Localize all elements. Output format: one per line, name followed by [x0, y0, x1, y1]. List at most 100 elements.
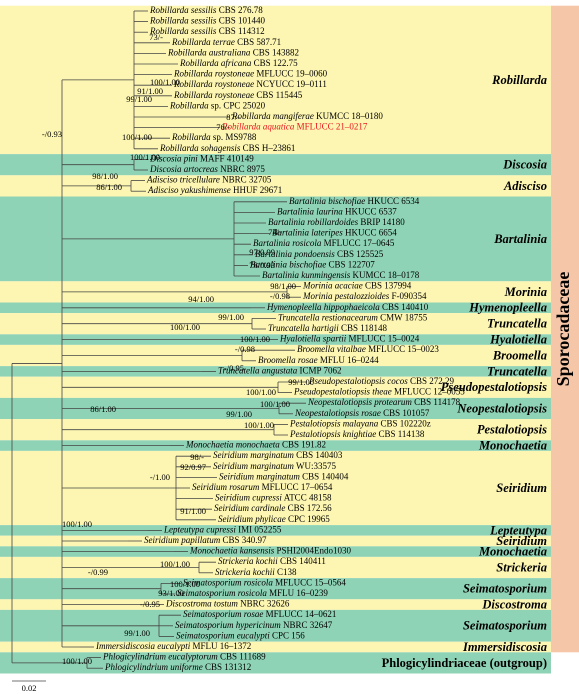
support-value: 86/1.00	[90, 404, 116, 414]
taxon-name: Robillarda mangiferae	[231, 111, 314, 121]
clade-band	[0, 535, 551, 547]
taxon-label: Seiridium rosarum MFLUCC 17–0654	[192, 482, 333, 492]
taxon-name: Seiridium marginatum	[213, 461, 294, 471]
taxon-name: Discosia artocreas	[149, 164, 218, 174]
taxon-label: Bartalinia bischofiae CBS 122707	[250, 259, 375, 269]
scale-label: 0.02	[22, 683, 37, 693]
support-value: 100/1.00	[170, 322, 200, 332]
taxon-name: Monochaetia monochaeta	[185, 440, 280, 450]
strain: MFLUCC 17–0645	[324, 238, 395, 248]
strain: HKUCC 6534	[368, 196, 420, 206]
clade-label: Morinia	[504, 285, 547, 299]
taxon-name: Robillarda roystoneae	[173, 79, 254, 89]
taxon-label: Morinia acaciae CBS 137994	[302, 281, 412, 291]
strain: CBS 118148	[341, 323, 387, 333]
support-value: 99/1.00	[126, 94, 152, 104]
strain: CBS 131312	[205, 662, 251, 672]
taxon-label: Neopestalotiopsis protearum CBS 114178	[307, 397, 461, 407]
taxon-name: Seimatosporium rosicola	[177, 588, 267, 598]
strain: CBS 101440	[219, 16, 266, 26]
taxon-name: Broomella vitalbae	[297, 344, 366, 354]
strain: CBS 143882	[253, 47, 299, 57]
strain: MFLU 16–1372	[192, 641, 251, 651]
taxon-label: Bartalinia robillardoides BRIP 14180	[268, 217, 405, 227]
taxon-name: Seimatosporium eucalypti	[176, 630, 270, 640]
taxon-label: Discosia artocreas NBRC 8975	[149, 164, 265, 174]
strain: CMW 18755	[380, 312, 428, 322]
clade-label: Phlogicylindriaceae (outgroup)	[382, 656, 547, 670]
clade-label: Immersidiscosia	[462, 640, 547, 654]
taxon-name: Monochaetia kansensis	[189, 546, 275, 556]
taxon-name: Pseudopestalotiopsis theae	[293, 387, 392, 397]
taxon-label: Bartalinia bischofiae HKUCC 6534	[289, 196, 420, 206]
taxon-name: Seiridium cardinale	[214, 503, 285, 513]
strain: MFLUCC 15–0023	[368, 344, 439, 354]
support-value: 87/-	[226, 112, 240, 122]
taxon-name: Discosia pini	[149, 153, 198, 163]
support-value: 98/1.00	[270, 281, 296, 291]
taxon-label: Monochaetia monochaeta CBS 191.82	[185, 440, 326, 450]
strain: CBS 140404	[302, 471, 349, 481]
strain: F-090354	[392, 291, 428, 301]
clade-band	[0, 578, 551, 600]
taxon-name: Bartalinia pondoensis	[255, 249, 335, 259]
support-value: -/1.00	[150, 472, 170, 482]
strain: CBS 191.82	[282, 440, 326, 450]
taxon-name: Seiridium rosarum	[192, 482, 260, 492]
taxon-name: Neopestalotiopsis protearum	[307, 397, 412, 407]
taxon-name: Seiridium cupressi	[215, 493, 282, 503]
taxon-name: Robillarda roystoneae	[173, 69, 254, 79]
strain: MFLU 16–0244	[320, 355, 379, 365]
clade-band	[0, 599, 551, 610]
family-label: Sporocadaceae	[553, 272, 573, 387]
support-value: 100/1.00	[130, 152, 160, 162]
taxon-name: Bartalinia kunmingensis	[262, 270, 351, 280]
strain: CBS 140411	[280, 556, 326, 566]
strain: MFLU 16–0239	[269, 588, 328, 598]
taxon-label: Seiridium marginatum CBS 140403	[213, 450, 343, 460]
support-value: 100/1.00	[260, 399, 290, 409]
clade-label: Truncatella	[487, 364, 547, 378]
taxon-label: Monochaetia kansensis PSHI2004Endo1030	[189, 546, 351, 556]
clade-band	[0, 302, 551, 314]
taxon-name: Adisciso tricellulare	[146, 175, 220, 185]
taxon-label: Seiridium cupressi ATCC 48158	[215, 493, 332, 503]
strain: CPC 19965	[288, 514, 330, 524]
taxon-label: Seimatosporium eucalypti CPC 156	[176, 630, 305, 640]
strain: CBS 111689	[220, 652, 266, 662]
taxon-label: Seiridium papillatum CBS 340.97	[144, 535, 267, 545]
strain: CBS 125525	[337, 249, 384, 259]
taxon-name: Seimatosporium hypericinum	[175, 620, 281, 630]
taxon-name: Phlogicylindrium eucalyptorum	[102, 652, 218, 662]
support-value: 86/1.00	[96, 182, 122, 192]
taxon-name: Adisciso yakushimense	[147, 185, 231, 195]
strain: PSHI2004Endo1030	[276, 546, 351, 556]
taxon-name: Morinia acaciae	[302, 281, 363, 291]
clade-label: Seimatosporium	[463, 619, 547, 633]
taxon-name: Bartalinia lateripes	[272, 228, 343, 238]
strain: MFLUCC 12–0055	[394, 387, 465, 397]
taxon-name: Bartalinia laurina	[277, 206, 343, 216]
strain: CBS 115445	[256, 90, 302, 100]
support-value: 100/1.00	[240, 334, 270, 344]
clade-band	[0, 652, 551, 674]
taxon-label: Hyalotiella spartii MFLUCC 15–0024	[279, 334, 420, 344]
taxon-label: Broomella rosae MFLU 16–0244	[258, 355, 379, 365]
taxon-label: Truncatella angustata ICMP 7062	[218, 365, 341, 375]
taxon-label: Pestalotiopsis knightiae CBS 114138	[289, 429, 425, 439]
taxon-name: Pseudopestalotiopsis cocos	[308, 376, 408, 386]
clade-label: Neopestalotiopsis	[456, 401, 547, 415]
support-value: 100/1.00	[150, 77, 180, 87]
strain: WU:33575	[296, 461, 336, 471]
clade-label: Truncatella	[487, 317, 547, 331]
support-value: 100/1.00	[62, 656, 92, 666]
strain: MFLUCC 19–0060	[256, 69, 327, 79]
support-value: 99/1.00	[288, 377, 314, 387]
strain: CBS 276.78	[219, 5, 264, 15]
taxon-name: Bartalinia bischofiae	[250, 259, 326, 269]
taxon-name: Robillarda australiana	[167, 47, 251, 57]
strain: HKUCC 6654	[345, 228, 397, 238]
taxon-label: Bartalinia laurina HKUCC 6537	[277, 206, 397, 216]
clade-band	[0, 440, 551, 451]
taxon-label: Discosia pini MAFF 410149	[149, 153, 254, 163]
